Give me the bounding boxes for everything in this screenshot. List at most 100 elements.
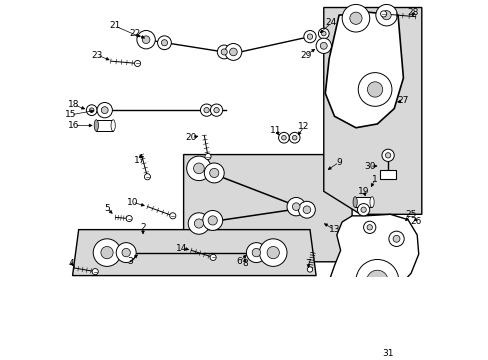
Text: 11: 11 — [269, 126, 281, 135]
Polygon shape — [72, 230, 315, 275]
Circle shape — [188, 213, 209, 234]
Text: 7: 7 — [305, 259, 311, 268]
Circle shape — [266, 247, 279, 259]
Circle shape — [306, 34, 312, 39]
Circle shape — [286, 197, 305, 216]
Circle shape — [392, 235, 399, 242]
Text: 30: 30 — [363, 162, 375, 171]
Circle shape — [193, 163, 204, 174]
Text: 27: 27 — [397, 96, 408, 105]
Circle shape — [134, 60, 141, 67]
Circle shape — [360, 207, 366, 212]
Text: 8: 8 — [242, 259, 247, 268]
Circle shape — [348, 322, 362, 336]
Circle shape — [363, 221, 375, 233]
Circle shape — [209, 168, 219, 177]
Circle shape — [298, 201, 315, 218]
Circle shape — [380, 11, 386, 17]
Circle shape — [393, 292, 406, 305]
Circle shape — [358, 73, 391, 106]
Polygon shape — [183, 154, 351, 262]
Circle shape — [203, 108, 209, 113]
Circle shape — [278, 132, 289, 143]
Text: 2: 2 — [140, 223, 145, 232]
Ellipse shape — [94, 120, 98, 131]
Text: 13: 13 — [328, 225, 340, 234]
Text: 10: 10 — [126, 198, 138, 207]
Circle shape — [352, 326, 358, 332]
Circle shape — [377, 345, 387, 355]
Bar — [380, 170, 395, 179]
Circle shape — [157, 36, 171, 50]
Text: 31: 31 — [382, 349, 393, 358]
Circle shape — [86, 105, 97, 116]
Text: 4: 4 — [68, 259, 74, 268]
Text: 19: 19 — [357, 187, 368, 196]
Text: 18: 18 — [68, 100, 80, 109]
Circle shape — [186, 156, 211, 181]
Circle shape — [318, 28, 328, 39]
Text: 12: 12 — [298, 122, 309, 131]
Circle shape — [292, 135, 296, 140]
Circle shape — [281, 135, 285, 140]
Text: 15: 15 — [65, 110, 77, 119]
Circle shape — [204, 153, 211, 159]
Text: 21: 21 — [109, 21, 120, 30]
Circle shape — [366, 82, 382, 97]
Circle shape — [259, 239, 286, 266]
Text: 17: 17 — [134, 156, 145, 165]
Circle shape — [306, 267, 312, 272]
Circle shape — [292, 203, 300, 211]
Circle shape — [97, 103, 112, 118]
Circle shape — [303, 206, 310, 213]
Circle shape — [217, 45, 231, 59]
Circle shape — [161, 40, 167, 46]
Text: 23: 23 — [91, 50, 102, 59]
Text: 22: 22 — [129, 29, 141, 38]
Circle shape — [122, 248, 130, 257]
Ellipse shape — [111, 120, 115, 131]
Circle shape — [375, 4, 396, 26]
Circle shape — [210, 104, 222, 116]
Circle shape — [142, 36, 150, 44]
Circle shape — [213, 108, 219, 113]
Circle shape — [252, 248, 260, 257]
Circle shape — [315, 38, 331, 54]
Polygon shape — [325, 12, 403, 128]
Circle shape — [144, 174, 150, 180]
Text: 9: 9 — [336, 158, 341, 167]
Circle shape — [380, 347, 384, 352]
Circle shape — [126, 216, 132, 222]
Circle shape — [303, 31, 315, 43]
Polygon shape — [323, 8, 421, 214]
Circle shape — [385, 153, 390, 158]
Text: 6: 6 — [236, 257, 242, 266]
Circle shape — [224, 44, 242, 60]
Circle shape — [321, 31, 325, 36]
Circle shape — [101, 247, 113, 259]
Text: 20: 20 — [185, 133, 197, 142]
Text: 29: 29 — [300, 50, 311, 59]
Circle shape — [357, 204, 369, 216]
Circle shape — [355, 260, 398, 302]
Circle shape — [342, 4, 369, 32]
Ellipse shape — [369, 197, 373, 207]
Circle shape — [89, 108, 94, 112]
Text: 14: 14 — [175, 243, 186, 252]
Circle shape — [203, 211, 222, 230]
Circle shape — [210, 255, 216, 261]
Circle shape — [137, 31, 155, 49]
Circle shape — [289, 132, 300, 143]
Text: 5: 5 — [104, 204, 110, 213]
Text: 3: 3 — [127, 257, 133, 266]
Circle shape — [169, 213, 176, 219]
Text: 1: 1 — [371, 175, 377, 184]
Polygon shape — [328, 214, 418, 340]
Circle shape — [397, 296, 402, 301]
Circle shape — [349, 12, 361, 24]
Text: 26: 26 — [409, 217, 421, 226]
Circle shape — [320, 42, 326, 49]
Circle shape — [101, 107, 108, 114]
Bar — [354, 197, 371, 207]
Ellipse shape — [352, 197, 357, 207]
